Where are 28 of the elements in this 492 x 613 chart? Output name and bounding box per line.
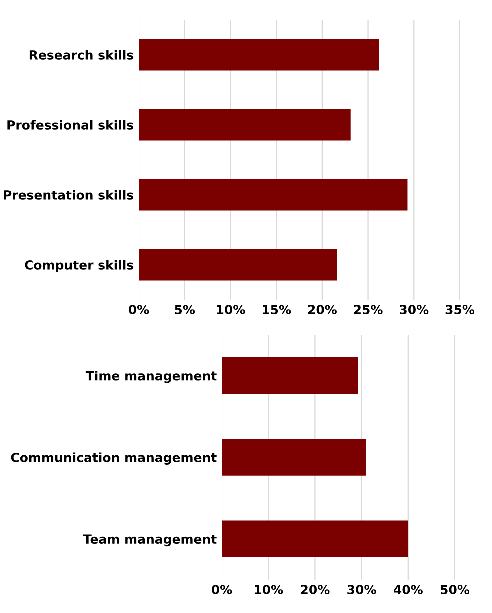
x-tick-label: 20% — [301, 585, 330, 595]
x-tick-label: 30% — [348, 585, 376, 595]
y-tick-label: Computer skills — [25, 260, 134, 272]
x-tick-label: 50% — [441, 585, 470, 595]
x-tick-label: 25% — [354, 305, 383, 315]
x-tick-label: 15% — [263, 305, 292, 315]
x-tick-label: 5% — [175, 305, 196, 315]
x-tick-label: 0% — [212, 585, 232, 595]
y-tick-label: Team management — [83, 534, 217, 547]
y-tick-label: Time management — [86, 371, 217, 384]
x-tick-label: 40% — [394, 585, 423, 595]
x-tick-label: 10% — [255, 585, 284, 595]
bar — [139, 249, 338, 281]
bar — [139, 179, 408, 211]
x-tick-label: 10% — [217, 305, 246, 315]
bar — [222, 357, 358, 394]
x-tick-label: 30% — [400, 305, 429, 315]
x-tick-label: 0% — [128, 305, 150, 315]
y-tick-label: Professional skills — [8, 120, 134, 130]
bar — [139, 109, 351, 141]
bar — [139, 39, 380, 71]
bar — [222, 439, 366, 476]
x-tick-label: 35% — [446, 305, 475, 315]
bar — [222, 520, 408, 558]
x-tick-label: 20% — [308, 305, 337, 315]
y-tick-label: Communication management — [11, 452, 217, 465]
y-tick-label: Research skills — [30, 50, 134, 60]
y-tick-label: Presentation skills — [4, 190, 134, 200]
